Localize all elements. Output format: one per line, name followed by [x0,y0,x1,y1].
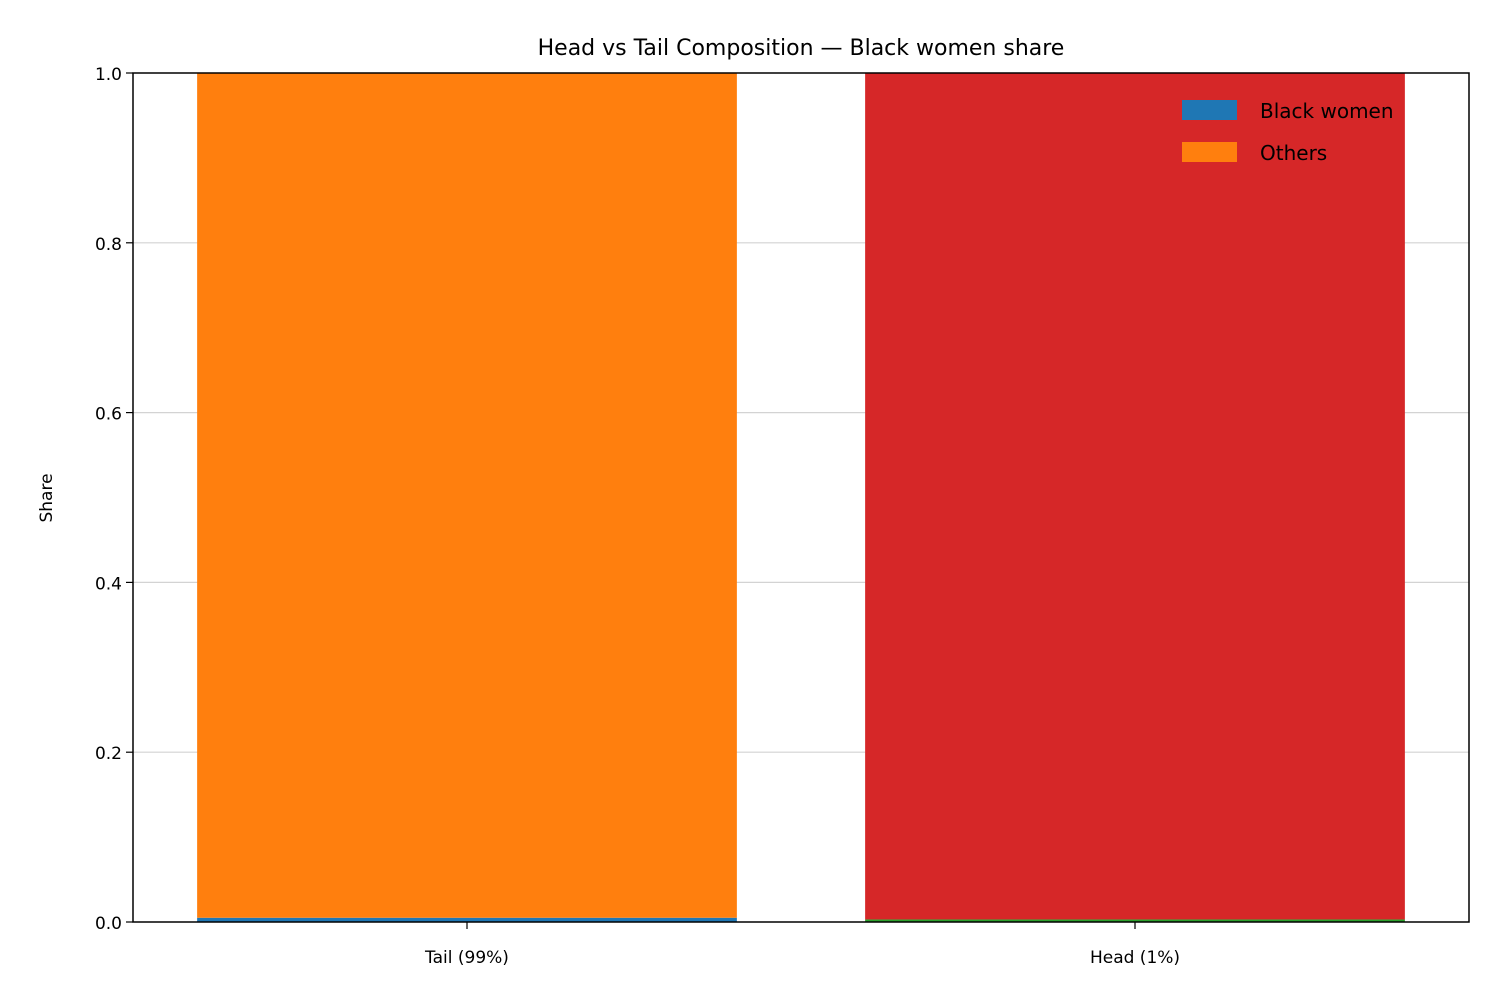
y-tick-label: 0.0 [95,914,122,934]
bar-segment-black-women-0 [197,917,737,922]
chart-title: Head vs Tail Composition — Black women s… [538,36,1065,61]
legend-label: Others [1260,141,1327,165]
y-tick-label: 0.2 [95,744,122,764]
bar-segment-black-women-1 [865,919,1405,922]
legend-label: Black women [1260,99,1394,123]
legend-swatch [1182,142,1237,162]
y-axis-label: Share [37,473,57,522]
legend: Black women Others [1182,99,1394,165]
x-tick-label: Head (1%) [1090,948,1180,968]
legend-swatch [1182,100,1237,120]
y-tick-label: 0.6 [95,405,122,425]
y-tick-label: 0.8 [95,235,122,255]
y-axis-ticks: 0.0 0.2 0.4 0.6 0.8 1.0 [95,65,133,934]
x-tick-label: Tail (99%) [424,948,509,968]
bars [197,73,1405,922]
bar-segment-others-1 [865,73,1405,920]
x-axis-ticks: Tail (99%) Head (1%) [424,922,1180,968]
plot-frame [132,72,1470,923]
bar-segment-others-0 [197,73,737,918]
y-tick-label: 0.4 [95,574,122,594]
y-tick-label: 1.0 [95,65,122,85]
